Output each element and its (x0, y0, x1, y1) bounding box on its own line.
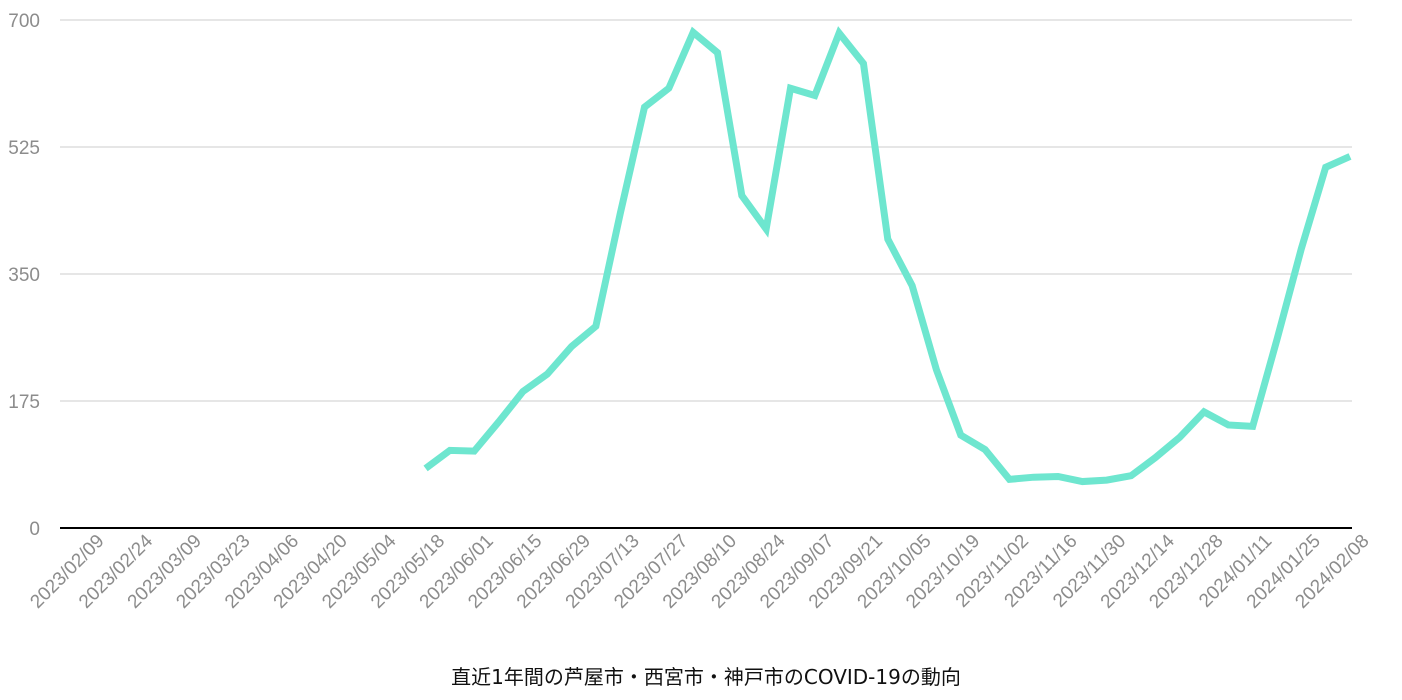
y-tick-label: 700 (8, 11, 40, 32)
y-tick-label: 175 (8, 392, 40, 413)
y-tick-label: 350 (8, 265, 40, 286)
chart-title: 直近1年間の芦屋市・西宮市・神戸市のCOVID-19の動向 (451, 665, 961, 689)
y-tick-label: 525 (8, 138, 40, 159)
plot-area (423, 26, 1352, 486)
x-axis-ticks: 2023/02/092023/02/242023/03/092023/03/23… (26, 530, 1373, 612)
series-line (423, 26, 1352, 486)
y-tick-label: 0 (29, 519, 40, 540)
gridlines (60, 19, 1352, 529)
y-axis-ticks: 0 175 350 525 700 (8, 11, 40, 540)
